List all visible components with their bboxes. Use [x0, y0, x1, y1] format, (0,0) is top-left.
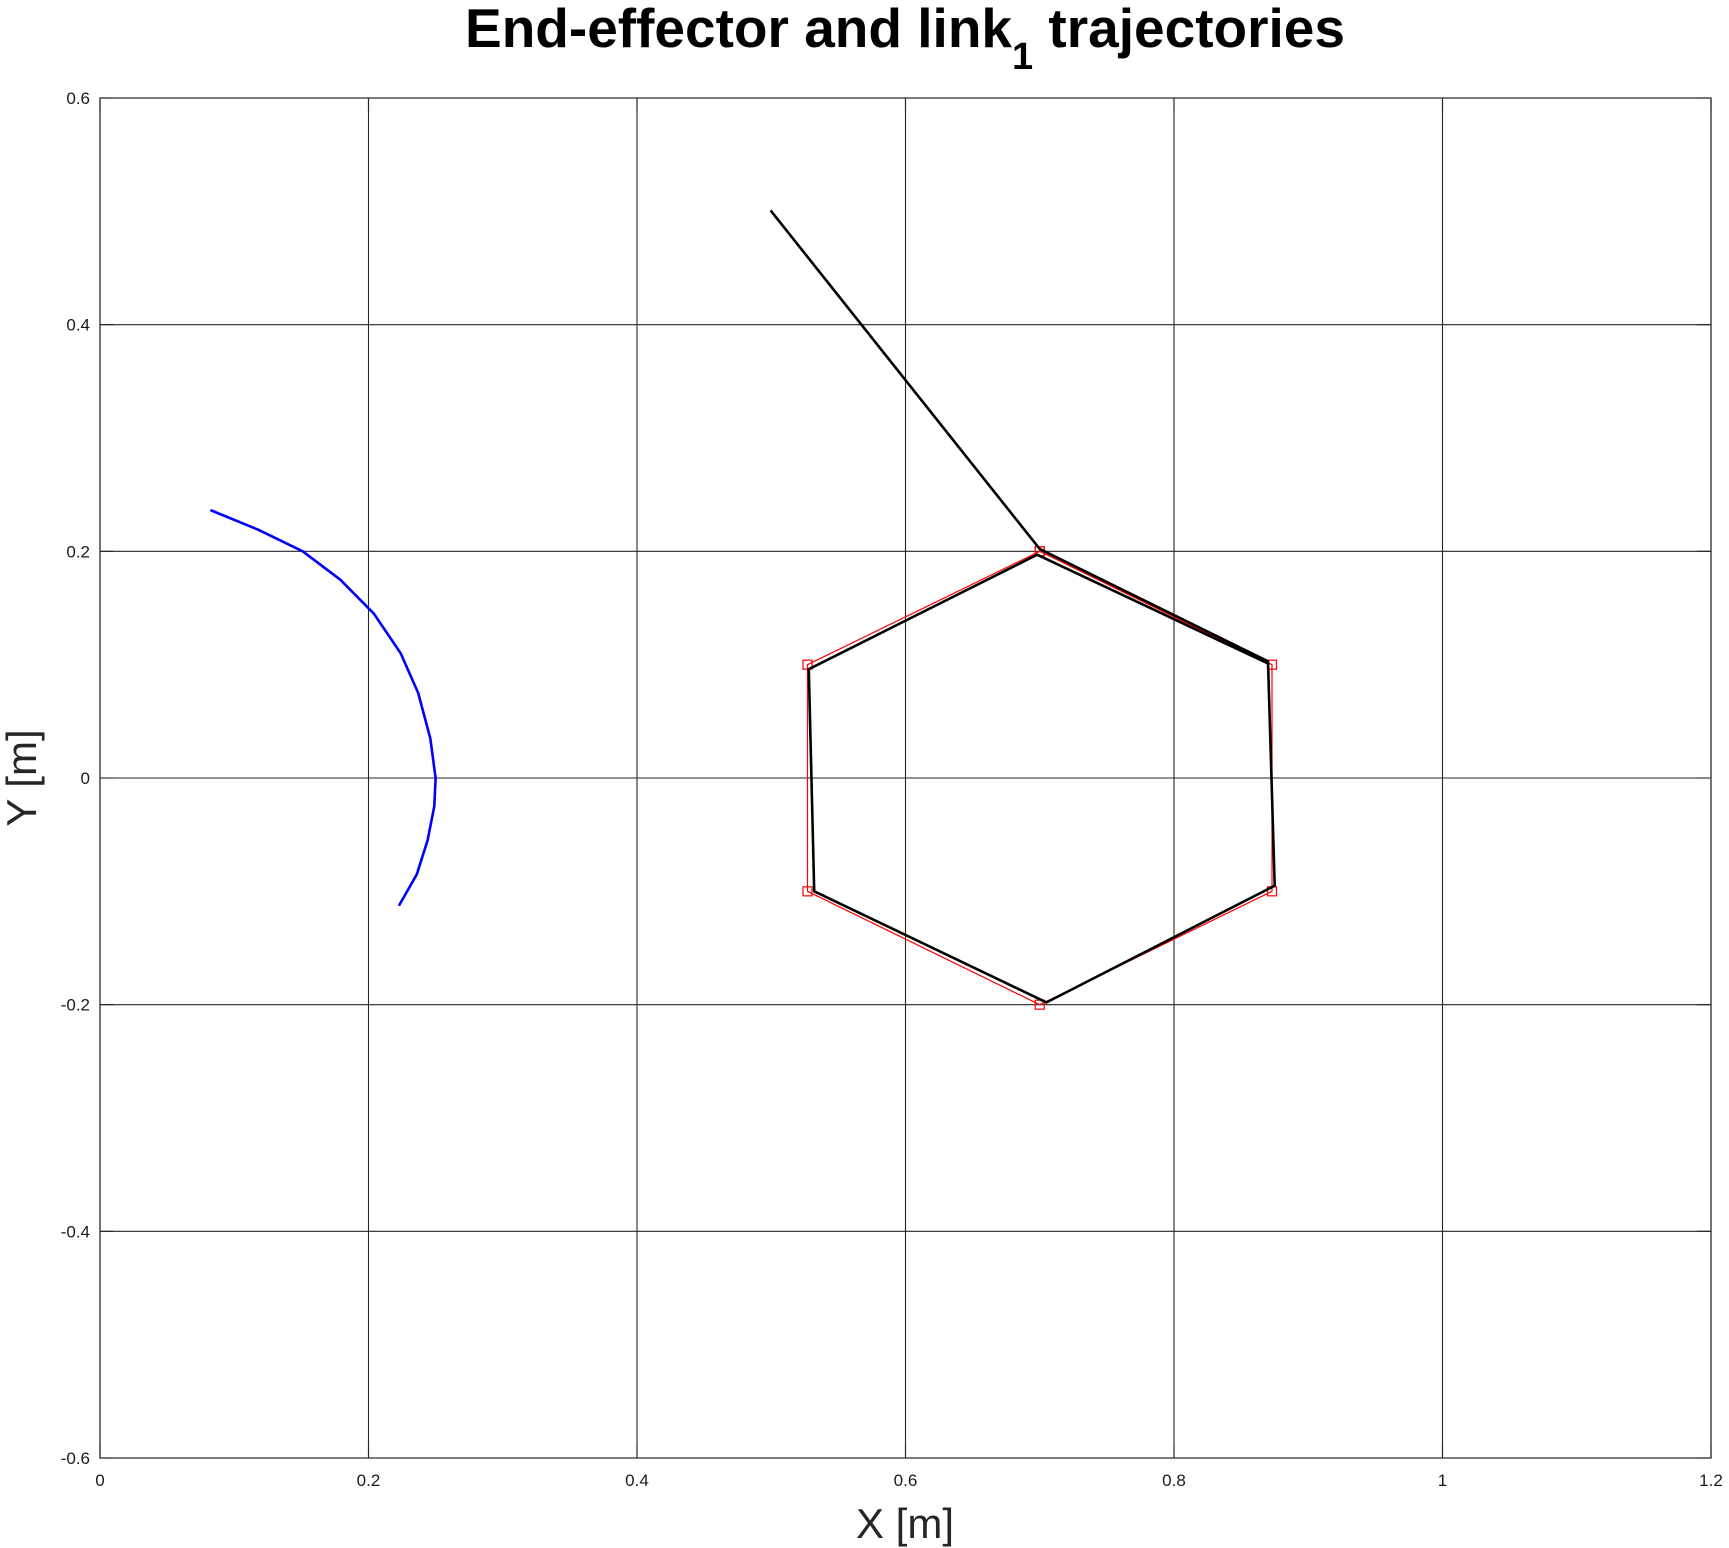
y-axis-label: Y [m] [0, 729, 45, 826]
plot-area: 0 0.2 0.4 0.6 0.8 1 1.2 -0.6 -0.4 -0.2 0 0.2 0.4 0.6 [61, 89, 1723, 1490]
x-tick-label-6: 1.2 [1699, 1471, 1723, 1490]
chart-title-main: End-effector and link [465, 0, 1012, 59]
chart-title-subscript: 1 [1012, 36, 1033, 78]
x-tick-label-2: 0.4 [625, 1471, 649, 1490]
series-1-marker-5 [802, 659, 813, 670]
x-tick-label-4: 0.8 [1162, 1471, 1186, 1490]
chart-title-suffix: trajectories [1033, 0, 1345, 59]
y-tick-label-6: 0.6 [66, 89, 90, 108]
y-tick-label-0: -0.6 [61, 1449, 90, 1468]
y-tick-label-5: 0.4 [66, 316, 90, 335]
y-tick-label-2: -0.2 [61, 996, 90, 1015]
series-2-line [769, 210, 1276, 1004]
x-tick-label-0: 0 [95, 1471, 104, 1490]
series-1-line [806, 550, 1273, 1006]
x-tick-label-3: 0.6 [894, 1471, 918, 1490]
y-tick-label-4: 0.2 [66, 542, 90, 561]
x-tick-label-1: 0.2 [357, 1471, 381, 1490]
x-tick-label-5: 1 [1438, 1471, 1447, 1490]
chart-title: End-effector and link1 trajectories [465, 0, 1345, 78]
y-tick-label-1: -0.4 [61, 1222, 90, 1241]
series-0-line [210, 509, 437, 907]
x-axis-label: X [m] [856, 1500, 954, 1547]
series-1-marker-4 [802, 886, 813, 897]
axes-box [99, 97, 1712, 1459]
y-tick-label-3: 0 [81, 769, 90, 788]
